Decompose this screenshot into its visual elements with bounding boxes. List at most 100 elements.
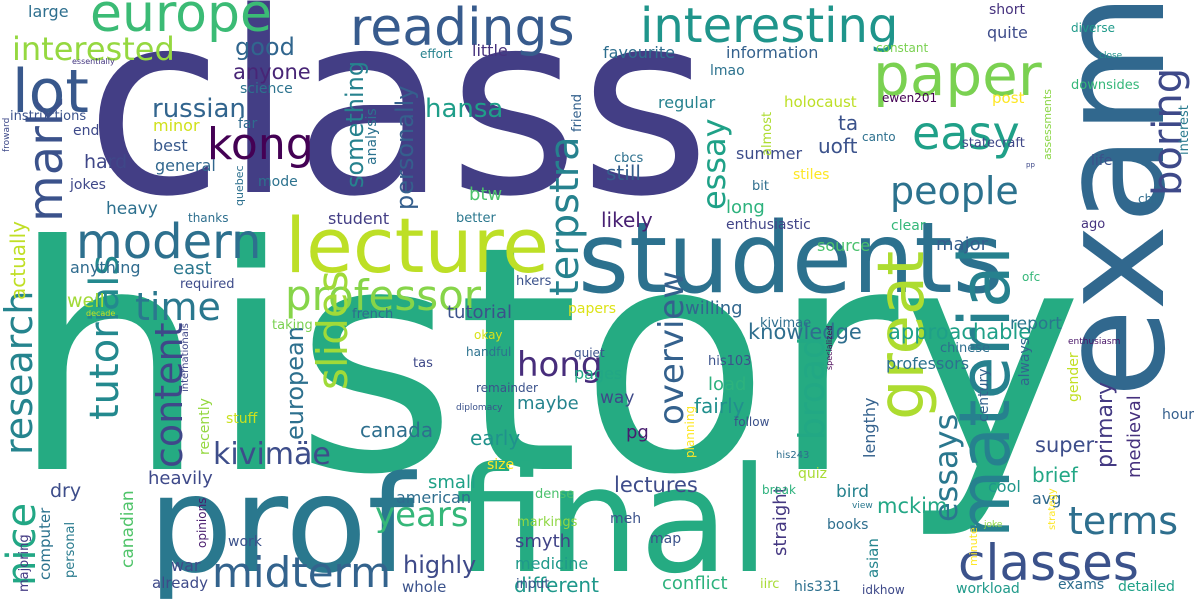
word-diverse: diverse bbox=[1071, 21, 1116, 35]
word-personal: personal bbox=[63, 521, 78, 578]
word-little: little bbox=[472, 41, 508, 60]
word-friend: friend bbox=[570, 93, 585, 132]
word-maybe: maybe bbox=[517, 393, 579, 414]
word-avg: avg bbox=[1032, 489, 1062, 508]
word-pg: pg bbox=[626, 422, 649, 443]
word-different: different bbox=[514, 573, 599, 597]
word-detailed: detailed bbox=[1118, 579, 1175, 595]
word-interest: interest bbox=[1177, 105, 1192, 155]
word-early: early bbox=[470, 426, 521, 450]
word-strategy: strategy bbox=[1047, 488, 1058, 530]
word-major: major bbox=[936, 234, 988, 255]
word-brief: brief bbox=[1032, 463, 1078, 487]
word-century: century bbox=[976, 368, 992, 422]
word-years: years bbox=[375, 495, 469, 535]
word-decade: decade bbox=[86, 309, 116, 318]
word-hansa: hansa bbox=[425, 94, 504, 124]
word-easy: easy bbox=[912, 106, 1020, 160]
word-almost: almost bbox=[760, 111, 775, 156]
word-statecraft: statecraft bbox=[962, 136, 1025, 151]
word-downsides: downsides bbox=[1071, 78, 1140, 93]
word-analysis: analysis bbox=[364, 108, 380, 165]
word-his243: his243 bbox=[776, 450, 810, 461]
word-enthusiastic: enthusiastic bbox=[726, 217, 811, 233]
word-tas: tas bbox=[413, 356, 433, 371]
word-kong: kong bbox=[207, 119, 314, 170]
word-mckim: mckim bbox=[877, 494, 948, 518]
word-instructions: instructions bbox=[10, 109, 87, 124]
word-clear: clear bbox=[891, 218, 926, 234]
word-history: history bbox=[10, 179, 1084, 543]
word-willing: willing bbox=[685, 298, 743, 319]
word-interested: interested bbox=[12, 30, 175, 68]
word-pages: pages bbox=[574, 364, 623, 383]
word-research: research bbox=[0, 290, 41, 455]
word-quite: quite bbox=[987, 23, 1028, 42]
word-quebec: quebec bbox=[233, 165, 246, 206]
word-still: still bbox=[606, 161, 641, 185]
word-tutorial: tutorial bbox=[447, 302, 512, 323]
word-medicine: medicine bbox=[515, 554, 589, 573]
word-bit: bit bbox=[752, 179, 769, 194]
word-kivimae: kivimäe bbox=[213, 437, 331, 472]
word-markings: markings bbox=[517, 515, 578, 530]
word-super: super bbox=[1035, 433, 1095, 457]
word-heavy: heavy bbox=[106, 199, 158, 219]
word-knowledge: knowledge bbox=[748, 320, 862, 344]
word-specialized: specialized bbox=[825, 325, 834, 370]
word-gender: gender bbox=[1066, 352, 1082, 402]
word-effort: effort bbox=[420, 47, 453, 61]
word-well: well bbox=[67, 290, 105, 312]
word-heavily: heavily bbox=[148, 468, 213, 489]
word-terpstra: terpstra bbox=[542, 136, 588, 296]
word-exams: exams bbox=[1058, 577, 1105, 593]
word-short: short bbox=[989, 2, 1025, 18]
word-anything: anything bbox=[70, 258, 141, 277]
word-europe: europe bbox=[90, 0, 272, 44]
word-professors: professors bbox=[886, 354, 970, 373]
word-class: class bbox=[85, 0, 711, 252]
word-student: student bbox=[328, 209, 390, 228]
word-anyone: anyone bbox=[233, 60, 311, 84]
word-midterm: midterm bbox=[212, 548, 391, 597]
word-best: best bbox=[153, 136, 188, 155]
word-highly: highly bbox=[403, 551, 477, 579]
word-canada: canada bbox=[360, 418, 434, 442]
word-his331: his331 bbox=[794, 579, 841, 595]
word-meh: meh bbox=[610, 511, 642, 527]
word-war: war bbox=[171, 556, 201, 575]
word-books: books bbox=[827, 517, 869, 533]
word-always: always bbox=[1017, 337, 1033, 386]
word-paper: paper bbox=[873, 41, 1042, 109]
word-lectures: lectures bbox=[614, 473, 698, 497]
word-diplomacy: diplomacy bbox=[456, 403, 503, 413]
word-opinions: opinions bbox=[195, 497, 209, 548]
word-input: input bbox=[516, 577, 550, 592]
word-favourite: favourite bbox=[603, 43, 675, 62]
word-iirc: iirc bbox=[760, 577, 780, 592]
word-medieval: medieval bbox=[1124, 395, 1145, 478]
word-ofc: ofc bbox=[1022, 270, 1041, 284]
word-lecture: lecture bbox=[285, 201, 549, 290]
word-whole: whole bbox=[402, 578, 447, 596]
word-lot: lot bbox=[12, 57, 89, 127]
word-essentially: essentially bbox=[72, 57, 115, 66]
word-lmao: lmao bbox=[710, 63, 745, 79]
word-minute: minute bbox=[967, 527, 980, 566]
word-classes: classes bbox=[958, 534, 1139, 592]
word-enthusiasm: enthusiasm bbox=[1068, 337, 1121, 347]
word-tutorials: tutorials bbox=[82, 254, 128, 420]
word-fairly: fairly bbox=[694, 394, 745, 418]
word-pp: pp bbox=[1026, 161, 1035, 169]
word-actually: actually bbox=[6, 221, 30, 300]
word-report: report bbox=[1010, 314, 1062, 334]
word-thanks: thanks bbox=[188, 211, 229, 225]
word-source: source bbox=[817, 236, 871, 255]
word-ewen201: ewen201 bbox=[882, 91, 938, 105]
word-french: french bbox=[352, 307, 394, 322]
word-slides: slides bbox=[308, 270, 357, 390]
word-kivimae-alt: kivimae bbox=[760, 316, 812, 331]
word-remainder: remainder bbox=[476, 381, 538, 395]
word-holocaust: holocaust bbox=[784, 93, 857, 111]
